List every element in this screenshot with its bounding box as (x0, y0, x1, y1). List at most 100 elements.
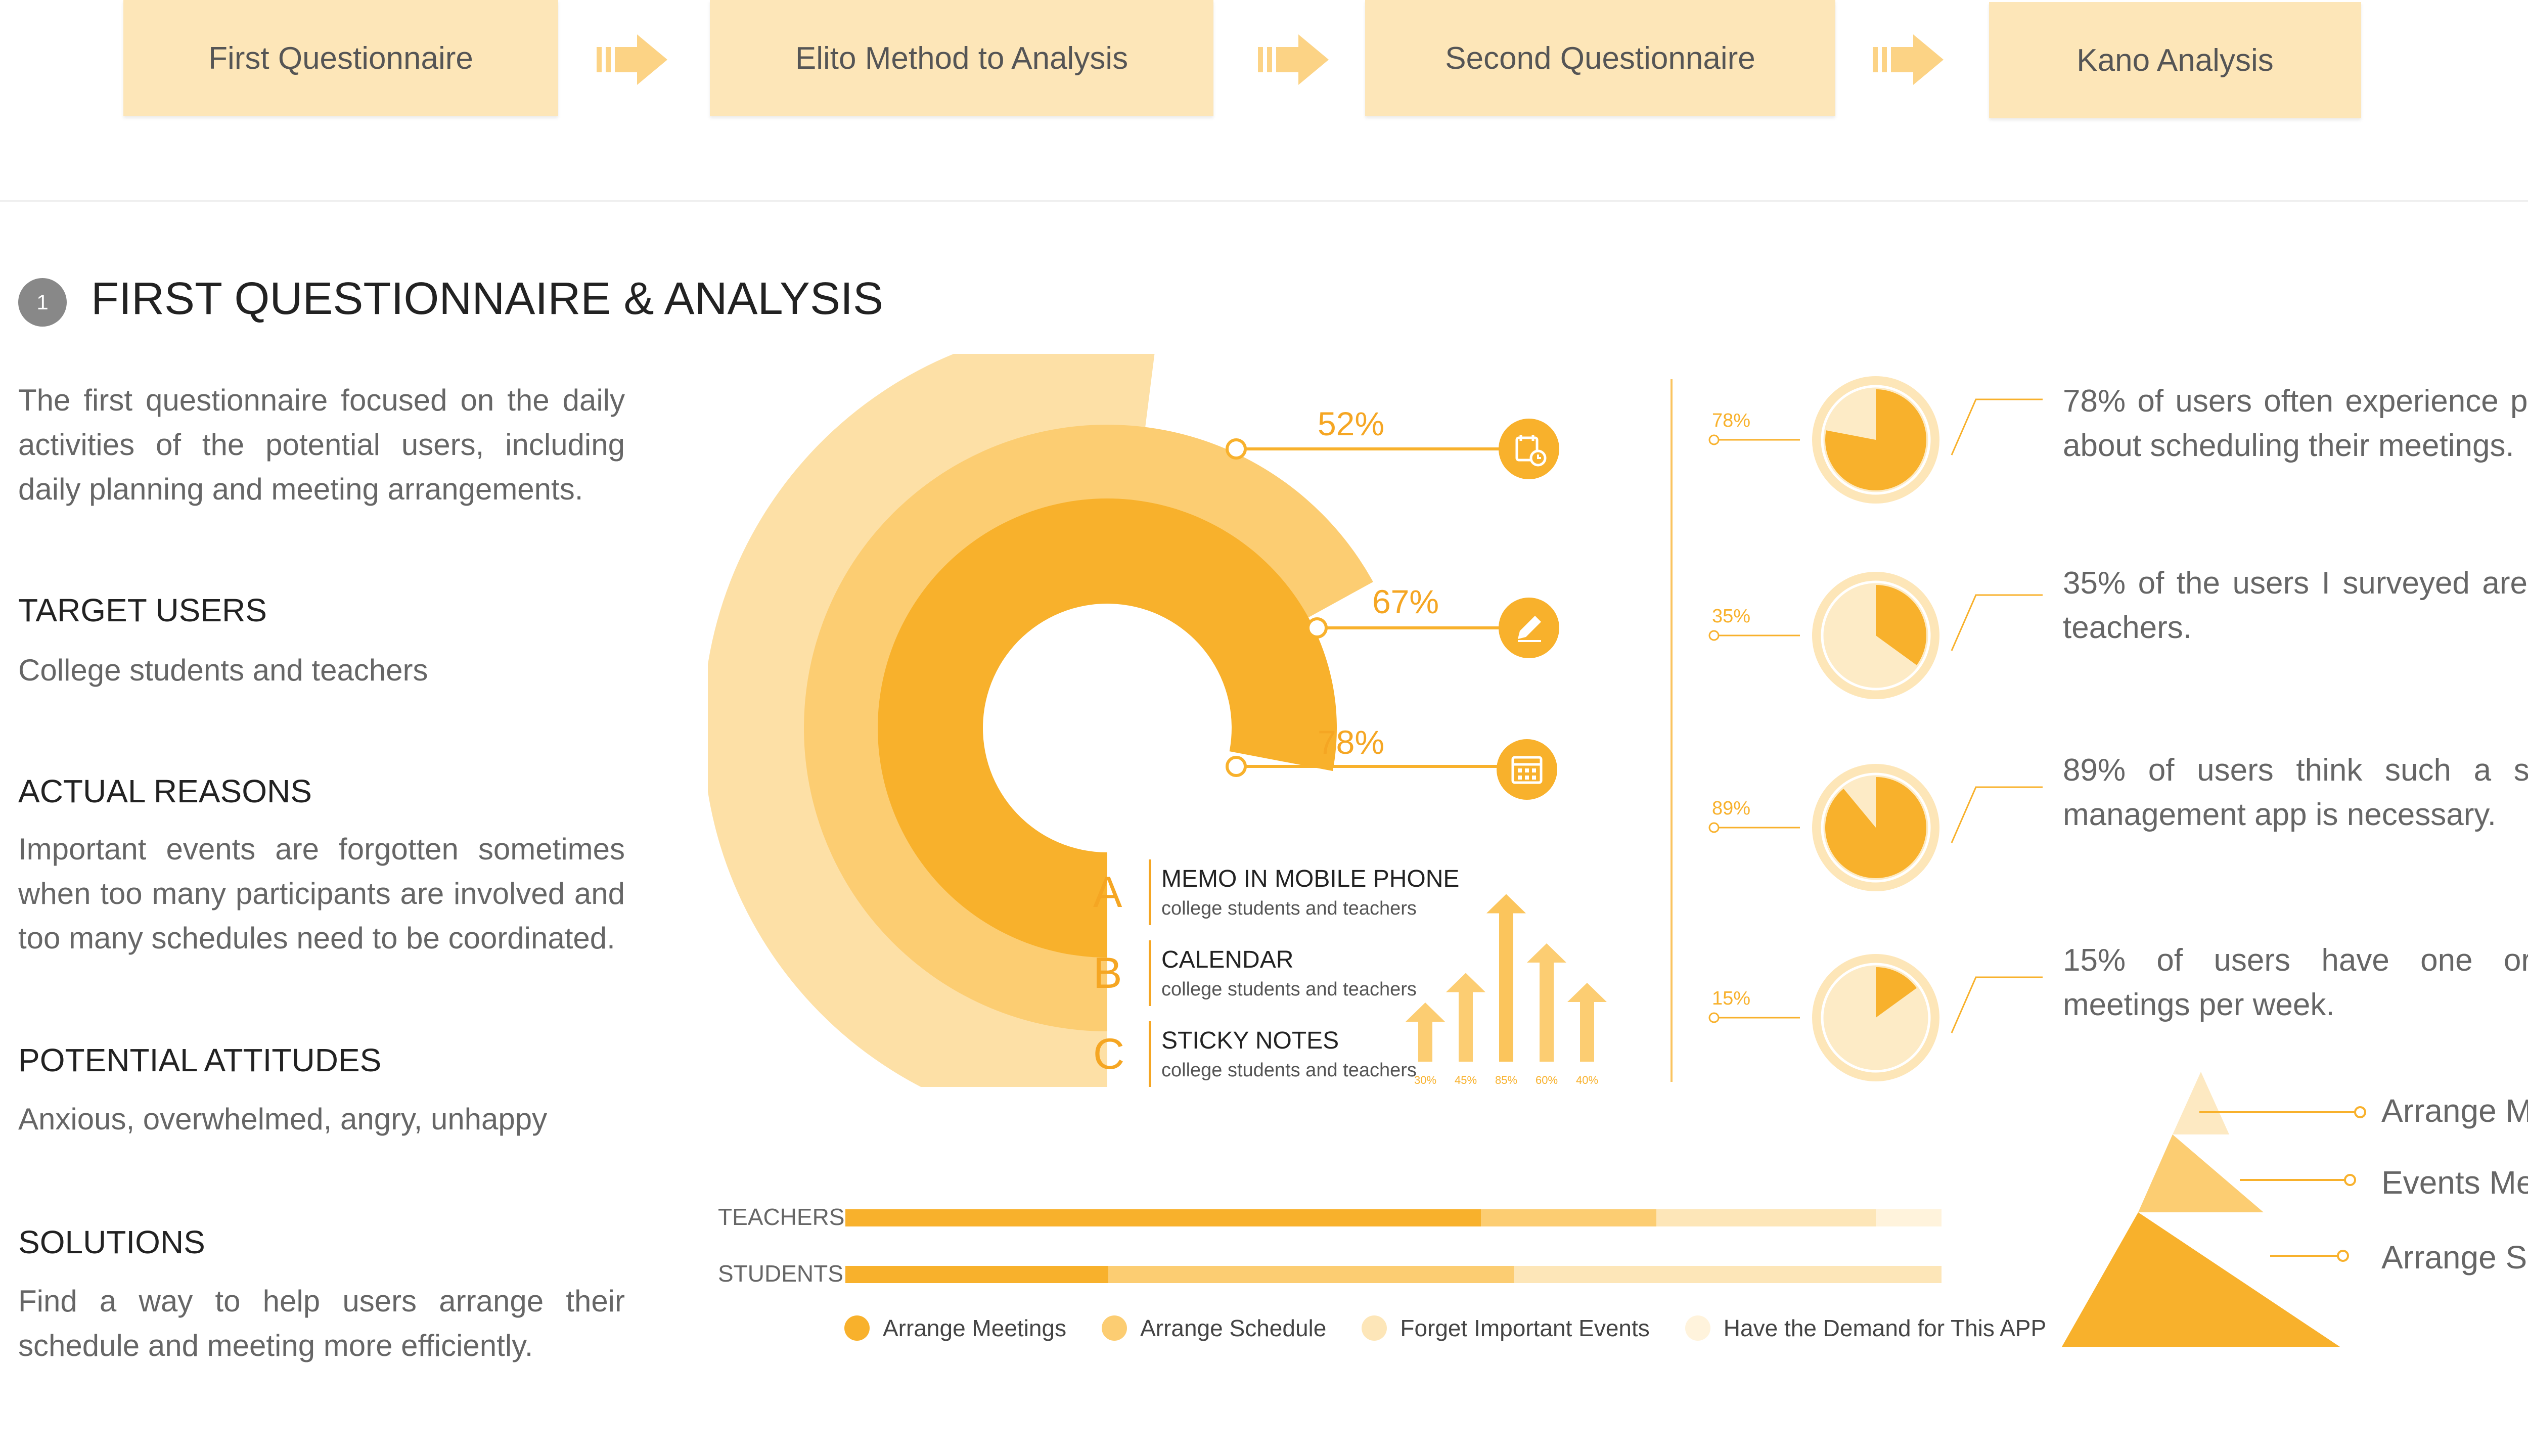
solutions-text: Find a way to help users arrange their s… (18, 1284, 625, 1362)
finding-pie-label: 78% (1712, 410, 1750, 431)
arrow-bar-label: 40% (1576, 1074, 1598, 1086)
potential-attitudes-heading: POTENTIAL ATTITUDES (18, 1042, 382, 1078)
finding-text-1: 78% of users often experience problems a… (2063, 384, 2528, 463)
bar-segment (845, 1266, 1109, 1283)
flow-step-first-questionnaire[interactable]: First Questionnaire (123, 0, 558, 116)
legend-dot-icon (1102, 1315, 1127, 1341)
bar-label-students: STUDENTS (718, 1260, 843, 1287)
finding-pie-label: 89% (1712, 798, 1750, 819)
ring-legend-item-c: C STICKY NOTES college students and teac… (1093, 1021, 1459, 1087)
finding-pie-label: 35% (1712, 606, 1750, 627)
legend-dot-icon (1685, 1315, 1710, 1341)
finding-pie: 35% (1708, 572, 2043, 699)
pyramid-label-middle: Events Memo (2381, 1164, 2528, 1201)
bar-segment (1656, 1209, 1876, 1226)
finding-pie-slice (1876, 585, 1926, 665)
ring-legend-sub-a: college students and teachers (1161, 898, 1417, 919)
finding-callout-line (1951, 786, 2043, 843)
legend-divider (1149, 859, 1151, 925)
flow-step-elito-method[interactable]: Elito Method to Analysis (710, 0, 1213, 116)
calendar-clock-icon (1499, 419, 1559, 479)
ring-chart (708, 354, 1502, 1087)
flow-step-kano-analysis[interactable]: Kano Analysis (1989, 2, 2361, 118)
legend-divider (1149, 940, 1151, 1006)
bar-legend-item: Arrange Meetings (844, 1314, 1066, 1342)
pyramid-chart (2062, 1072, 2366, 1347)
finding-pie-slice (1825, 777, 1926, 878)
finding-callout-line (1951, 594, 2043, 651)
ring-percent-label-b: 67% (1372, 583, 1439, 620)
finding-pie-slice (1825, 389, 1926, 490)
bar-row-students (845, 1266, 1942, 1283)
bar-legend: Arrange Meetings Arrange Schedule Forget… (844, 1314, 2082, 1342)
section-number-badge: 1 (18, 278, 67, 327)
ring-arc-c (878, 498, 1337, 958)
finding-pie: 89% (1708, 764, 2043, 891)
bar-legend-label: Arrange Meetings (883, 1315, 1067, 1341)
arrow-bar-label: 60% (1536, 1074, 1558, 1086)
bar-legend-label: Have the Demand for This APP (1723, 1315, 2047, 1341)
intro-paragraph: The first questionnaire focused on the d… (18, 383, 625, 506)
target-users-text: College students and teachers (18, 653, 428, 687)
pyramid-level-bottom (2062, 1212, 2340, 1347)
bar-legend-item: Forget Important Events (1362, 1314, 1650, 1342)
pyramid-level-middle (2138, 1134, 2264, 1212)
pencil-icon (1499, 598, 1559, 658)
ring-callout-dot (1306, 617, 1328, 639)
finding-pie: 15% (1708, 954, 2043, 1081)
calendar-grid-icon (1497, 739, 1557, 800)
legend-dot-icon (844, 1315, 870, 1341)
legend-dot-icon (1362, 1315, 1387, 1341)
actual-reasons-text: Important events are forgotten sometimes… (18, 832, 625, 955)
bar-legend-item: Arrange Schedule (1102, 1314, 1326, 1342)
bar-segment (1514, 1266, 1942, 1283)
pyramid-label-bottom: Arrange Schedule (2381, 1239, 2528, 1276)
arrow-bar-label: 85% (1495, 1074, 1517, 1086)
bar-segment (1481, 1209, 1657, 1226)
actual-reasons-heading: ACTUAL REASONS (18, 773, 312, 809)
finding-callout-line (1951, 398, 2043, 456)
finding-text-2: 35% of the users I surveyed are college … (2063, 566, 2528, 645)
ring-callout-dot (1226, 438, 1247, 460)
bar-segment (1875, 1209, 1942, 1226)
arrow-bar-label: 45% (1455, 1074, 1477, 1086)
finding-text-3: 89% of users think such a schedule manag… (2063, 753, 2528, 832)
ring-percent-label-c: 78% (1317, 723, 1385, 761)
flow-step-second-questionnaire[interactable]: Second Questionnaire (1365, 0, 1835, 116)
arrow-right-icon (1258, 34, 1329, 85)
pyramid-level-top (2173, 1072, 2229, 1134)
pyramid-label-top: Arrange Meeting (2381, 1093, 2528, 1129)
bar-legend-item: Have the Demand for This APP (1685, 1314, 2046, 1342)
ring-legend-sub-b: college students and teachers (1161, 979, 1417, 1000)
legend-divider (1149, 1021, 1151, 1087)
finding-pie-slice (1876, 967, 1917, 1018)
ring-legend-item-b: B CALENDAR college students and teachers (1093, 940, 1459, 1006)
bar-legend-label: Forget Important Events (1400, 1315, 1650, 1341)
ring-legend-sub-c: college students and teachers (1161, 1060, 1417, 1081)
finding-text-4: 15% of users have one or fewer meetings … (2063, 943, 2528, 1022)
ring-callout-dot (1226, 756, 1247, 777)
arrow-bar-label: 30% (1414, 1074, 1436, 1086)
ring-legend-title-a: MEMO IN MOBILE PHONE (1161, 866, 1460, 892)
ring-legend-letter-a: A (1093, 868, 1122, 917)
ring-percent-label-a: 52% (1317, 405, 1385, 442)
ring-legend: A MEMO IN MOBILE PHONE college students … (1093, 859, 1459, 1087)
finding-pie-label: 15% (1712, 988, 1750, 1009)
arrow-bar-mark (1406, 1003, 1445, 1062)
ring-legend-item-a: A MEMO IN MOBILE PHONE college students … (1093, 859, 1459, 925)
solutions-heading: SOLUTIONS (18, 1224, 205, 1260)
arrow-right-icon (597, 34, 667, 85)
bar-row-teachers (845, 1209, 1942, 1226)
section-title: FIRST QUESTIONNAIRE & ANALYSIS (91, 274, 884, 324)
bar-segment (1108, 1266, 1514, 1283)
finding-callout-line (1951, 976, 2043, 1033)
bar-label-teachers: TEACHERS (718, 1204, 845, 1230)
ring-arc-a (708, 354, 1155, 1087)
ring-legend-title-c: STICKY NOTES (1161, 1027, 1339, 1054)
findings-chart: 78% 35% 89% 15% (1708, 376, 2043, 1081)
arrow-bar-mark (1446, 973, 1485, 1062)
potential-attitudes-text: Anxious, overwhelmed, angry, unhappy (18, 1102, 548, 1136)
bar-legend-label: Arrange Schedule (1140, 1315, 1327, 1341)
vertical-divider (1671, 379, 1673, 1082)
ring-legend-title-b: CALENDAR (1161, 946, 1294, 973)
